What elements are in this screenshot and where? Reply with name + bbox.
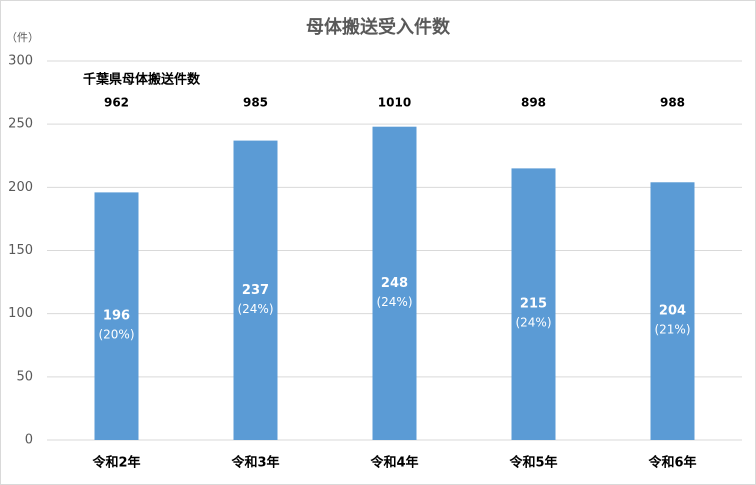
- value-label: 215: [520, 297, 547, 312]
- x-tick-label: 令和2年: [92, 455, 140, 471]
- y-tick-label: 100: [8, 306, 33, 321]
- total-label: 988: [660, 96, 685, 110]
- share-label: (21%): [654, 323, 690, 337]
- chart-title: 母体搬送受入件数: [306, 16, 451, 38]
- bar: [94, 192, 139, 440]
- x-tick-label: 令和5年: [509, 455, 557, 471]
- y-tick-label: 300: [8, 54, 33, 69]
- x-tick-label: 令和4年: [370, 455, 418, 471]
- total-label: 1010: [378, 96, 411, 110]
- y-tick-label: 0: [25, 433, 33, 448]
- total-label: 985: [243, 96, 268, 110]
- bar: [233, 140, 278, 440]
- share-label: (24%): [237, 302, 273, 316]
- annotation: 千葉県母体搬送件数: [83, 72, 201, 88]
- value-label: 196: [103, 309, 130, 324]
- y-tick-label: 250: [8, 117, 33, 132]
- x-tick-label: 令和6年: [648, 455, 696, 471]
- value-label: 204: [659, 304, 686, 319]
- bar: [372, 126, 417, 441]
- share-label: (24%): [376, 295, 412, 309]
- bar: [511, 168, 556, 440]
- share-label: (24%): [515, 316, 551, 330]
- share-label: (20%): [98, 328, 134, 342]
- y-tick-label: 200: [8, 180, 33, 195]
- total-label: 898: [521, 96, 546, 110]
- x-tick-label: 令和3年: [231, 455, 279, 471]
- y-tick-label: 50: [16, 369, 33, 384]
- y-tick-label: 150: [8, 243, 33, 258]
- value-label: 248: [381, 276, 408, 291]
- value-label: 237: [242, 283, 269, 298]
- unit-label: （件）: [6, 31, 39, 44]
- total-label: 962: [104, 96, 129, 110]
- bar: [650, 182, 695, 440]
